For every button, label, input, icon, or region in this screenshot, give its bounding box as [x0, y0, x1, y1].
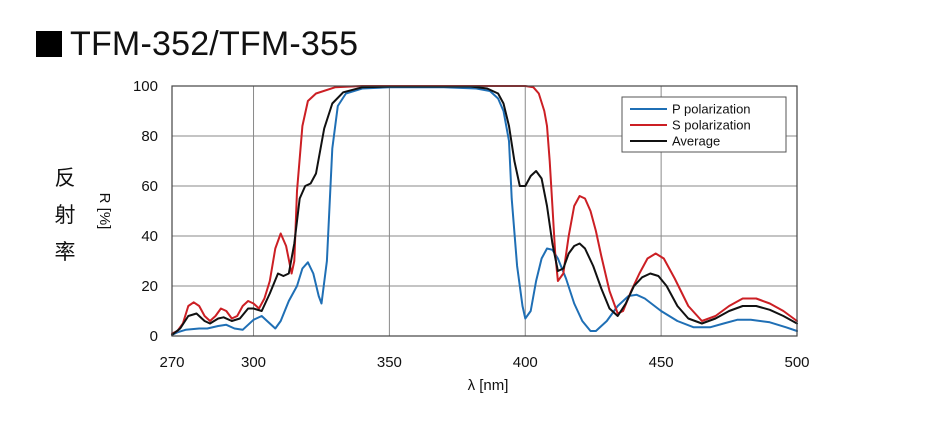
- x-tick-label: 300: [241, 354, 266, 371]
- tick-labels: 0 20 40 60 80 100 270 300 350 400 450 500: [133, 78, 810, 371]
- plot-frame: [171, 85, 798, 337]
- x-axis-label: λ [nm]: [468, 377, 509, 394]
- title-text: TFM-352/TFM-355: [70, 24, 359, 63]
- x-tick-label: 270: [159, 354, 184, 371]
- series-line: [171, 85, 798, 336]
- legend-label: Average: [672, 134, 720, 149]
- y-tick-label: 80: [141, 128, 158, 145]
- x-tick-label: 500: [784, 354, 809, 371]
- legend-label: S polarization: [672, 118, 751, 133]
- ylabel-jp-char: 率: [54, 241, 76, 264]
- title-square-icon: [36, 31, 62, 57]
- ylabel-jp-char: 反: [54, 167, 76, 190]
- y-tick-label: 0: [150, 328, 158, 345]
- series-lines: [171, 85, 798, 336]
- y-tick-label: 20: [141, 278, 158, 295]
- y-tick-label: 40: [141, 228, 158, 245]
- series-line: [171, 85, 798, 335]
- series-line: [171, 86, 798, 336]
- legend-box: [621, 96, 787, 153]
- x-tick-label: 400: [513, 354, 538, 371]
- ylabel-jp-char: 射: [54, 204, 76, 227]
- y-tick-label: 100: [133, 78, 158, 95]
- chart-title: TFM-352/TFM-355: [36, 20, 358, 68]
- y-axis-label: R [%]: [96, 193, 113, 230]
- legend-label: P polarization: [672, 102, 751, 117]
- y-axis-label-japanese: 反 射 率: [53, 160, 77, 271]
- x-tick-label: 350: [377, 354, 402, 371]
- y-tick-label: 60: [141, 178, 158, 195]
- x-tick-label: 450: [649, 354, 674, 371]
